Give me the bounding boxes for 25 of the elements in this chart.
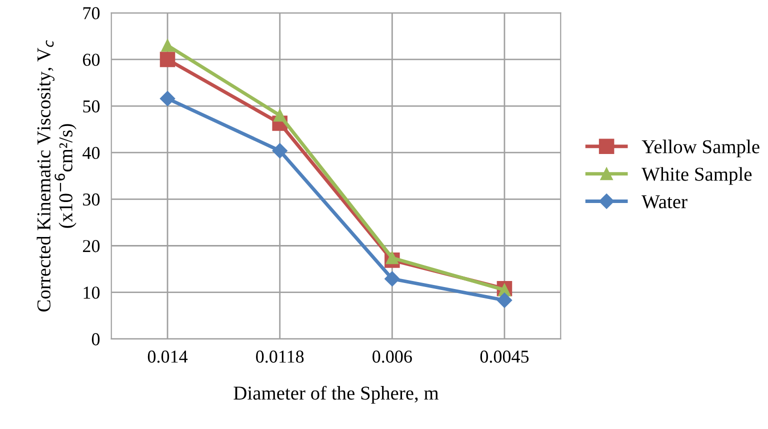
legend-label: Water — [642, 195, 688, 208]
y-tick-label: 30 — [83, 193, 100, 206]
x-tick-label: 0.0118 — [256, 350, 304, 363]
point — [274, 109, 286, 122]
point — [496, 292, 512, 308]
y-tick-label: 0 — [92, 333, 100, 346]
point — [384, 271, 400, 286]
y-tick-label: 60 — [82, 54, 100, 66]
point — [386, 252, 398, 264]
y-tick-label: 40 — [82, 146, 100, 160]
point — [161, 39, 174, 52]
legend-label: Yellow Sample — [642, 140, 760, 158]
y-tick-label: 20 — [82, 240, 100, 252]
point — [160, 91, 176, 106]
point — [272, 143, 288, 158]
y-tick-label: 70 — [83, 7, 100, 20]
x-axis-title: Diameter of the Sphere, m — [234, 386, 439, 404]
text: Corrected Kinematic Viscosity, V$_{c}$ (x10$^{−6}$cm²/s) — [36, 40, 76, 312]
legend-label: White Sample — [642, 167, 752, 185]
x-tick-label: 0.0045 — [480, 350, 529, 363]
x-tick-label: 0.014 — [148, 350, 188, 363]
point — [160, 52, 176, 68]
y-tick-label: 50 — [83, 100, 100, 112]
y-tick-label: 10 — [84, 286, 100, 299]
x-tick-label: 0.006 — [372, 350, 412, 363]
